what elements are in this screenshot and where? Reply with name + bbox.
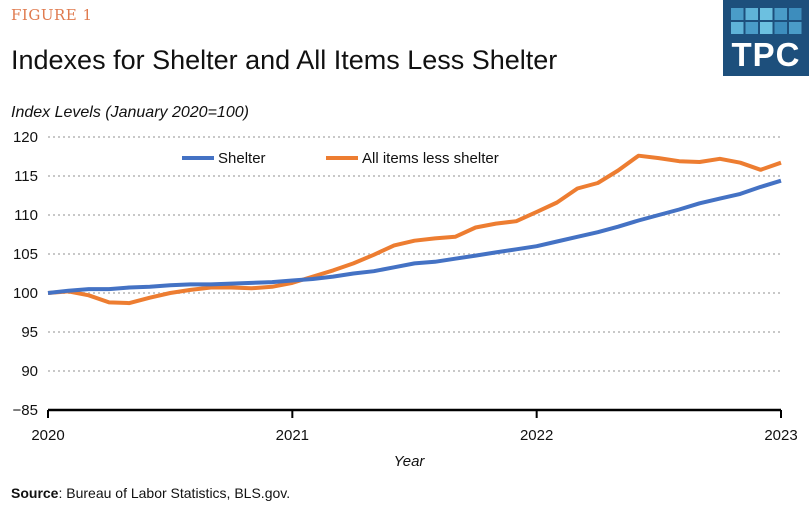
- logo-square: [789, 22, 802, 34]
- y-tick-label: 110: [14, 207, 38, 224]
- logo-square: [789, 8, 802, 20]
- logo-text: TPC: [731, 36, 801, 73]
- logo-square: [760, 22, 773, 34]
- y-tick-label: 105: [13, 246, 38, 263]
- logo-square: [731, 8, 744, 20]
- logo-square: [745, 8, 758, 20]
- y-tick-label: 120: [13, 129, 38, 146]
- x-tick-label: 2023: [764, 427, 797, 444]
- logo-square: [745, 22, 758, 34]
- y-tick-label: −85: [13, 402, 38, 419]
- y-tick-label: 115: [14, 168, 38, 185]
- x-tick-label: 2020: [31, 427, 64, 444]
- series-line-all-items-less-shelter: [47, 153, 782, 306]
- x-axis-label: Year: [394, 453, 426, 470]
- legend-label: Shelter: [218, 150, 266, 167]
- y-tick-label: 90: [21, 363, 38, 380]
- legend-label: All items less shelter: [362, 150, 499, 167]
- logo-square: [774, 22, 787, 34]
- logo-square: [760, 8, 773, 20]
- logo-square: [774, 8, 787, 20]
- series-line-shelter: [47, 178, 782, 295]
- source-note: Source: Bureau of Labor Statistics, BLS.…: [11, 485, 290, 501]
- y-tick-label: 100: [13, 285, 38, 302]
- y-axis-label: Index Levels (January 2020=100): [11, 104, 249, 121]
- y-tick-label: 95: [21, 324, 38, 341]
- x-tick-label: 2022: [520, 427, 553, 444]
- line-chart: 120 115 110 105 100 95 90 −85 2020 2021 2022 2023 Ye…: [13, 129, 798, 470]
- figure-label: FIGURE 1: [11, 6, 93, 24]
- source-text: : Bureau of Labor Statistics, BLS.gov.: [58, 485, 291, 501]
- tpc-logo: TPC: [723, 0, 809, 76]
- chart-title: Indexes for Shelter and All Items Less S…: [11, 45, 558, 75]
- x-tick-label: 2021: [276, 427, 309, 444]
- source-label: Source: [11, 485, 59, 501]
- logo-squares-icon: [731, 8, 802, 34]
- logo-square: [731, 22, 744, 34]
